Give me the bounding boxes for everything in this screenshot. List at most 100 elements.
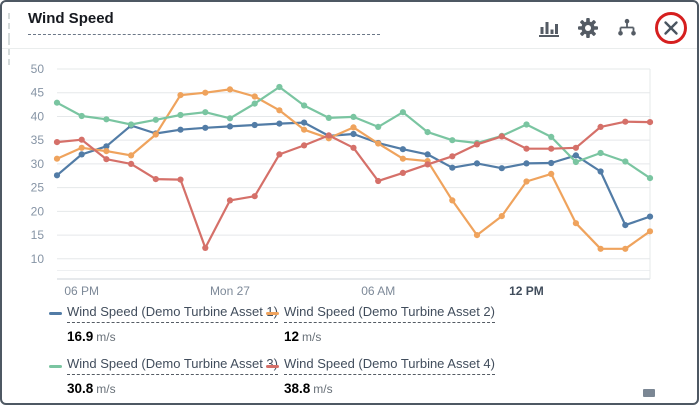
series-point — [523, 145, 530, 152]
series-point — [572, 144, 580, 151]
series-point — [226, 123, 234, 130]
series-point — [622, 245, 629, 252]
series-point — [276, 83, 283, 91]
series-point — [597, 149, 604, 157]
asset-hierarchy-icon[interactable] — [616, 17, 638, 39]
series-point — [177, 126, 184, 133]
series-point — [78, 144, 85, 151]
series-point — [548, 145, 555, 152]
drag-handle[interactable] — [8, 13, 16, 65]
series-point — [325, 132, 332, 139]
series-point — [646, 175, 654, 182]
series-point — [498, 213, 505, 220]
series-point — [473, 232, 481, 239]
series-point — [202, 89, 209, 96]
series-point — [597, 245, 604, 252]
y-axis-label-25: 25 — [31, 181, 45, 195]
series-point — [202, 124, 209, 131]
close-button[interactable] — [655, 12, 687, 44]
bar-chart-icon[interactable] — [538, 17, 560, 39]
series-swatch-asset-2 — [266, 312, 279, 316]
series-point — [449, 164, 456, 171]
series-label-asset-1[interactable]: Wind Speed (Demo Turbine Asset 1) — [67, 304, 278, 323]
legend-item-asset-2: Wind Speed (Demo Turbine Asset 2) 12 m/s — [266, 304, 689, 346]
series-point — [350, 113, 357, 120]
series-point — [473, 141, 481, 148]
resize-handle[interactable] — [643, 389, 655, 397]
series-point — [128, 160, 135, 167]
series-point — [226, 197, 234, 204]
y-axis-label-20: 20 — [31, 204, 45, 218]
y-axis-label-10: 10 — [31, 252, 45, 266]
series-point — [301, 102, 308, 109]
y-axis-label-45: 45 — [31, 86, 45, 100]
series-label-asset-3[interactable]: Wind Speed (Demo Turbine Asset 3) — [67, 356, 278, 376]
widget-toolbar — [538, 10, 687, 46]
series-point — [424, 151, 431, 158]
series-point — [572, 152, 580, 159]
series-point — [399, 109, 406, 116]
y-axis-label-50: 50 — [31, 62, 45, 76]
widget-title[interactable]: Wind Speed — [28, 10, 380, 35]
series-value-asset-1: 16.9 m/s — [67, 328, 116, 344]
series-point — [103, 143, 110, 150]
series-point — [548, 170, 555, 177]
series-point — [251, 93, 258, 100]
series-point — [622, 158, 629, 165]
series-point — [301, 119, 308, 126]
series-label-asset-4[interactable]: Wind Speed (Demo Turbine Asset 4) — [284, 356, 495, 376]
series-swatch-asset-3 — [49, 364, 62, 368]
series-point — [399, 146, 406, 153]
series-value-asset-4: 38.8 m/s — [284, 381, 333, 397]
series-point — [251, 193, 258, 200]
x-axis-label-12-pm: 12 PM — [509, 284, 544, 298]
series-point — [226, 115, 234, 122]
chart-legend: Wind Speed (Demo Turbine Asset 1) 16.9 m/… — [49, 304, 689, 399]
series-point — [646, 119, 654, 126]
series-point — [523, 160, 530, 167]
series-point — [597, 168, 604, 175]
series-point — [597, 123, 604, 130]
series-point — [78, 136, 85, 143]
series-point — [548, 133, 555, 140]
x-axis-label-06-pm: 06 PM — [64, 284, 99, 298]
series-point — [103, 156, 110, 163]
series-point — [202, 244, 209, 251]
series-point — [350, 144, 357, 151]
series-point — [622, 118, 629, 125]
settings-gear-icon[interactable] — [577, 17, 599, 39]
series-point — [128, 152, 135, 159]
series-point — [646, 228, 654, 235]
series-point — [449, 197, 456, 204]
series-point — [449, 137, 456, 144]
series-point — [572, 220, 580, 227]
series-point — [251, 100, 258, 107]
header-divider — [2, 48, 697, 49]
legend-item-asset-1: Wind Speed (Demo Turbine Asset 1) 16.9 m/… — [49, 304, 278, 346]
series-point — [399, 155, 406, 162]
series-point — [646, 213, 654, 220]
series-point — [152, 131, 159, 138]
series-point — [523, 121, 530, 128]
series-point — [53, 172, 61, 179]
series-point — [523, 178, 530, 185]
series-point — [152, 176, 159, 183]
legend-item-asset-3: Wind Speed (Demo Turbine Asset 3) 30.8 m/… — [49, 356, 278, 398]
series-point — [301, 142, 308, 149]
series-point — [78, 151, 85, 158]
close-icon — [664, 21, 678, 35]
series-point — [498, 165, 505, 172]
series-line-asset-2 — [55, 88, 652, 250]
wind-speed-line-chart[interactable]: 10 15 20 25 30 35 40 45 50 06 PM Mon 27 06 AM 12 PM — [2, 50, 699, 300]
series-point — [53, 99, 61, 106]
series-point — [622, 222, 629, 229]
series-point — [152, 116, 159, 123]
series-label-asset-2[interactable]: Wind Speed (Demo Turbine Asset 2) — [284, 304, 495, 323]
series-point — [572, 158, 580, 166]
series-point — [350, 124, 357, 131]
series-point — [251, 121, 258, 129]
series-value-asset-2: 12 m/s — [284, 328, 322, 344]
series-point — [301, 126, 308, 133]
series-point — [473, 160, 481, 167]
